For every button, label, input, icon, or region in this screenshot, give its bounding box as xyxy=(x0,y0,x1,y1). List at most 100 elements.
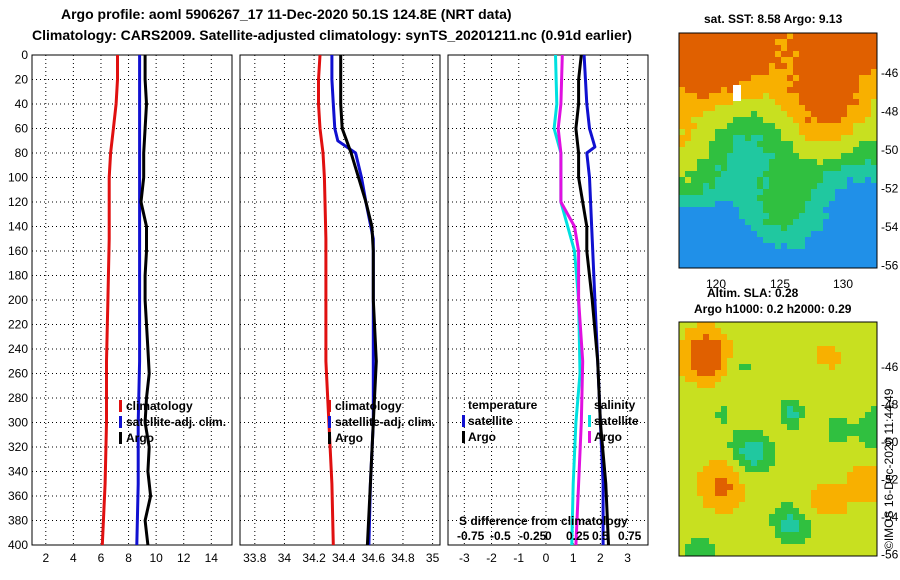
credit-text: ©IMOS 16-Dec-2020 11:44:49 xyxy=(882,388,896,550)
x-tick-label: 34.4 xyxy=(332,551,356,565)
x-tick-label: 33.8 xyxy=(243,551,267,565)
legend-swatch xyxy=(328,400,331,412)
x-tick-label: 0 xyxy=(543,551,550,565)
x-tick-label: -1 xyxy=(513,551,524,565)
sla-map-lat-label: -54 xyxy=(881,510,899,524)
sst-map-title: sat. SST: 8.58 Argo: 9.13 xyxy=(704,12,843,26)
y-tick-label: 180 xyxy=(8,269,28,283)
y-tick-label: 280 xyxy=(8,391,28,405)
y-tick-label: 100 xyxy=(8,171,28,185)
legend-label: satellite xyxy=(468,414,513,428)
series-line-salinity-satellite xyxy=(552,54,582,546)
scale-tick-label: 0.25 xyxy=(566,529,590,543)
x-tick-label: 34.2 xyxy=(302,551,326,565)
y-tick-label: 160 xyxy=(8,244,28,258)
legend-swatch xyxy=(588,415,591,427)
scale-label: S difference from climatology xyxy=(459,514,628,528)
sst-map-lat-label: -52 xyxy=(881,182,899,196)
sla-map-lat-label: -56 xyxy=(881,548,899,562)
x-tick-label: 35 xyxy=(426,551,440,565)
x-tick-label: 34.6 xyxy=(362,551,386,565)
y-tick-label: 260 xyxy=(8,367,28,381)
x-tick-label: 10 xyxy=(149,551,163,565)
x-tick-label: 4 xyxy=(70,551,77,565)
sst-map-lon-label: 120 xyxy=(706,277,726,291)
legend-label: satellite xyxy=(594,414,639,428)
x-tick-label: 34.8 xyxy=(391,551,415,565)
series-line-argo xyxy=(339,55,378,546)
legend-heading-salinity: salinity xyxy=(594,398,636,412)
scale-tick-label: 0 xyxy=(545,529,552,543)
argo-position-marker xyxy=(733,85,741,101)
scale-tick-label: -0.5 xyxy=(490,529,511,543)
legend-label: satellite-adj. clim. xyxy=(126,415,226,429)
sla-map-lat-label: -50 xyxy=(881,435,899,449)
series-line-argo xyxy=(139,55,153,546)
sst-map xyxy=(679,33,877,268)
series-line-salinity-argo xyxy=(556,54,585,546)
series-line-climatology xyxy=(100,55,119,546)
y-tick-label: 220 xyxy=(8,318,28,332)
legend-swatch xyxy=(588,431,591,443)
y-tick-label: 120 xyxy=(8,195,28,209)
y-tick-label: 80 xyxy=(15,146,29,160)
legend-label: climatology xyxy=(126,399,193,413)
sla-map-title: Altim. SLA: 0.28 xyxy=(707,286,799,300)
legend-label: satellite-adj. clim. xyxy=(335,415,435,429)
series-line-temperature-argo xyxy=(574,54,610,546)
y-tick-label: 240 xyxy=(8,342,28,356)
plot-frame xyxy=(447,54,649,546)
sst-map-lon-label: 125 xyxy=(770,277,790,291)
scale-tick-label: 0.5 xyxy=(592,529,609,543)
x-tick-label: 2 xyxy=(597,551,604,565)
y-tick-label: 400 xyxy=(8,538,28,552)
y-tick-label: 200 xyxy=(8,293,28,307)
y-tick-label: 360 xyxy=(8,489,28,503)
y-tick-label: 60 xyxy=(15,122,29,136)
sst-map-lat-label: -46 xyxy=(881,66,899,80)
title-line-1: Argo profile: aoml 5906267_17 11-Dec-202… xyxy=(61,6,512,22)
y-tick-label: 380 xyxy=(8,514,28,528)
x-tick-label: 14 xyxy=(205,551,219,565)
sst-map-lat-label: -50 xyxy=(881,143,899,157)
legend-swatch xyxy=(328,416,331,428)
legend-label: Argo xyxy=(594,430,622,444)
sla-map-subtitle: Argo h1000: 0.2 h2000: 0.29 xyxy=(694,302,852,316)
scale-tick-label: 0.75 xyxy=(618,529,642,543)
sst-map-frame xyxy=(678,32,878,269)
legend-label: Argo xyxy=(468,430,496,444)
x-tick-label: 8 xyxy=(125,551,132,565)
x-tick-label: -2 xyxy=(486,551,497,565)
y-tick-label: 300 xyxy=(8,416,28,430)
legend-swatch xyxy=(462,415,465,427)
x-tick-label: 12 xyxy=(177,551,191,565)
sla-map-frame xyxy=(678,321,878,557)
scale-tick-label: -0.75 xyxy=(457,529,485,543)
legend-label: Argo xyxy=(126,431,154,445)
y-tick-label: 40 xyxy=(15,97,29,111)
x-tick-label: 34 xyxy=(278,551,292,565)
sst-map-lat-label: -48 xyxy=(881,105,899,119)
y-tick-label: 0 xyxy=(21,48,28,62)
y-tick-label: 140 xyxy=(8,220,28,234)
sla-map-lat-label: -46 xyxy=(881,360,899,374)
sst-map-lon-label: 130 xyxy=(833,277,853,291)
legend-label: Argo xyxy=(335,431,363,445)
legend-label: climatology xyxy=(335,399,402,413)
x-tick-label: -3 xyxy=(459,551,470,565)
series-line-satellite-adj-clim- xyxy=(135,55,142,546)
legend-swatch xyxy=(462,431,465,443)
legend-swatch xyxy=(119,400,122,412)
legend-heading-temperature: temperature xyxy=(468,398,538,412)
y-tick-label: 20 xyxy=(15,73,29,87)
plot-frame xyxy=(31,54,233,546)
scale-tick-label: -0.25 xyxy=(519,529,547,543)
sla-map xyxy=(679,322,877,556)
x-tick-label: 3 xyxy=(624,551,631,565)
sla-map-lat-label: -48 xyxy=(881,398,899,412)
legend-swatch xyxy=(328,432,331,444)
x-tick-label: 1 xyxy=(570,551,577,565)
title-line-2: Climatology: CARS2009. Satellite-adjuste… xyxy=(32,27,632,43)
x-tick-label: 6 xyxy=(98,551,105,565)
